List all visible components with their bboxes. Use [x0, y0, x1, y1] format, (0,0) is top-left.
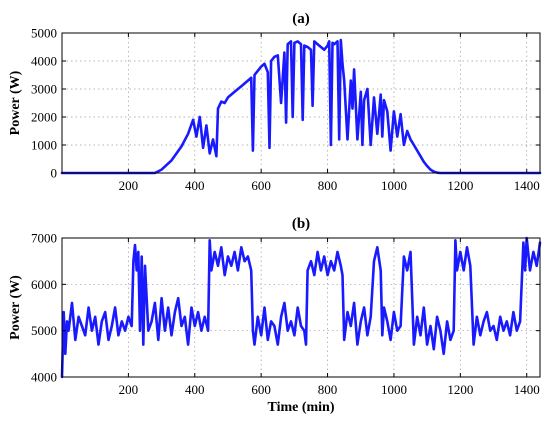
x-tick-label: 1400 — [514, 178, 540, 193]
x-tick-label: 1200 — [447, 178, 473, 193]
x-tick-label: 1200 — [447, 382, 473, 397]
x-tick-label: 400 — [185, 382, 205, 397]
x-tick-label: 1000 — [381, 178, 407, 193]
y-axis-label: Power (W) — [8, 275, 23, 340]
x-tick-label: 1000 — [381, 382, 407, 397]
y-tick-label: 5000 — [31, 26, 57, 41]
panel-b — [60, 236, 542, 379]
y-tick-label: 6000 — [31, 277, 57, 292]
y-tick-label: 3000 — [31, 82, 57, 97]
y-tick-label: 4000 — [31, 370, 57, 385]
x-tick-label: 400 — [185, 178, 205, 193]
y-tick-label: 7000 — [31, 231, 57, 246]
y-tick-label: 1000 — [31, 138, 57, 153]
x-tick-label: 800 — [318, 382, 338, 397]
y-tick-label: 5000 — [31, 323, 57, 338]
x-tick-label: 800 — [318, 178, 338, 193]
panel-a — [60, 32, 542, 175]
x-tick-label: 1400 — [514, 382, 540, 397]
series-line — [60, 236, 542, 379]
chart-title: (b) — [292, 216, 310, 232]
x-tick-label: 200 — [119, 178, 139, 193]
y-tick-label: 0 — [51, 166, 58, 181]
y-tick-label: 2000 — [31, 110, 57, 125]
chart-title: (a) — [292, 11, 310, 27]
plot-frame — [61, 32, 541, 174]
plot-frame — [61, 237, 541, 378]
x-axis-label: Time (min) — [267, 400, 334, 415]
y-tick-label: 4000 — [31, 54, 57, 69]
x-tick-label: 600 — [251, 178, 271, 193]
y-axis-label: Power (W) — [8, 70, 23, 135]
x-tick-label: 200 — [119, 382, 139, 397]
series-line — [60, 38, 542, 175]
x-tick-label: 600 — [251, 382, 271, 397]
